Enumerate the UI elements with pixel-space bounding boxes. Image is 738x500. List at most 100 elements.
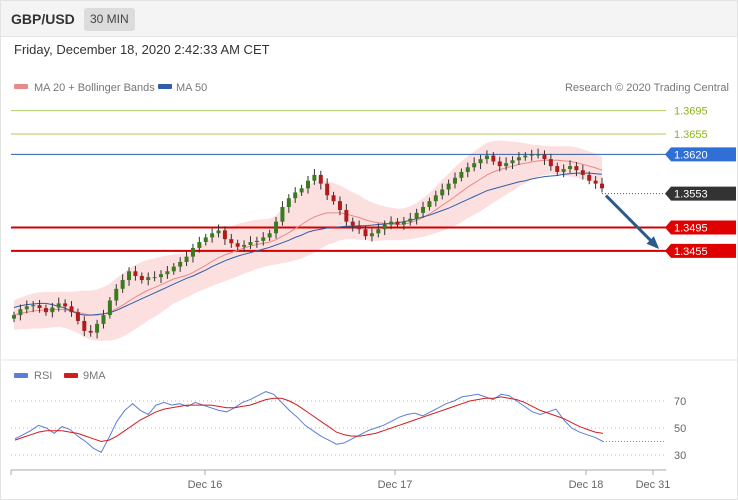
candle-body	[31, 305, 35, 306]
candle-body	[344, 210, 348, 222]
candle-body	[114, 289, 118, 301]
candle-body	[38, 305, 42, 308]
candle-body	[57, 303, 61, 307]
candle-body	[242, 245, 246, 247]
candle-body	[146, 277, 150, 280]
candle-body	[191, 248, 195, 257]
candle-body	[491, 156, 495, 162]
bollinger-band-area	[14, 140, 602, 340]
candle-body	[95, 324, 99, 333]
candle-body	[376, 229, 380, 233]
time-tick-label: Dec 31	[636, 479, 671, 491]
candle-body	[440, 189, 444, 195]
candle-body	[421, 207, 425, 213]
candle-body	[498, 161, 502, 166]
candle-body	[434, 195, 438, 201]
time-axis-ticks: Dec 16 Dec 17 Dec 18 Dec 31	[11, 470, 670, 491]
candle-body	[280, 207, 284, 222]
price-tag-label-1.3495: 1.3495	[674, 222, 708, 234]
candle-body	[121, 280, 125, 289]
candle-body	[312, 175, 316, 181]
candle-body	[542, 154, 546, 159]
candle-body	[229, 239, 233, 243]
candle-body	[536, 154, 540, 155]
candle-body	[165, 271, 169, 274]
candle-body	[364, 229, 368, 236]
candle-body	[159, 274, 163, 277]
candle-body	[549, 159, 553, 166]
candle-body	[25, 306, 29, 309]
candle-body	[338, 201, 342, 210]
price-label-1.3655: 1.3655	[674, 129, 708, 141]
price-tag-label-1.3620: 1.3620	[674, 149, 708, 161]
candle-body	[223, 230, 227, 239]
candle-body	[217, 230, 221, 233]
candle-body	[351, 222, 355, 226]
candle-body	[255, 241, 259, 242]
time-tick-label: Dec 18	[569, 479, 604, 491]
candle-body	[76, 312, 80, 321]
candle-body	[63, 303, 67, 306]
candle-body	[511, 160, 515, 163]
candle-body	[210, 233, 214, 237]
bollinger-band	[14, 140, 602, 340]
candle-body	[479, 159, 483, 163]
candle-body	[383, 225, 387, 230]
rsi-tick-label: 50	[674, 423, 686, 435]
candle-body	[472, 163, 476, 167]
rsi-tick-label: 70	[674, 396, 686, 408]
candle-body	[581, 170, 585, 175]
candle-body	[89, 331, 93, 333]
price-tag-label-1.3455: 1.3455	[674, 246, 708, 258]
candle-body	[261, 237, 265, 241]
candle-body	[50, 308, 54, 313]
candle-body	[204, 237, 208, 242]
candle-body	[453, 178, 457, 184]
rsi-series-1-line	[15, 397, 603, 442]
legend-swatch-ma50	[158, 84, 172, 89]
candle-body	[248, 242, 252, 245]
candle-body	[153, 277, 157, 278]
legend-label-rsi: RSI	[34, 370, 52, 382]
legend-label-ma50: MA 50	[176, 82, 207, 94]
candle-body	[402, 222, 406, 225]
forecast-arrow	[606, 196, 659, 249]
candle-body	[12, 315, 16, 319]
candle-body	[523, 156, 527, 158]
candle-body	[172, 267, 176, 272]
candle-body	[517, 157, 521, 160]
credit-text: Research © 2020 Trading Central	[565, 82, 729, 94]
candle-body	[555, 166, 559, 172]
candle-body	[300, 188, 304, 192]
candle-body	[415, 213, 419, 219]
candle-body	[530, 154, 534, 155]
candle-body	[178, 262, 182, 267]
legend-label-ma20: MA 20 + Bollinger Bands	[34, 82, 155, 94]
legend-swatch-ma20	[14, 84, 28, 89]
candle-body	[287, 198, 291, 207]
candle-body	[18, 309, 22, 315]
candle-body	[140, 276, 144, 280]
candle-body	[185, 257, 189, 262]
candle-body	[427, 201, 431, 207]
candle-body	[197, 242, 201, 248]
candle-body	[108, 300, 112, 315]
candle-body	[504, 163, 508, 166]
forecast-arrow-shaft	[606, 196, 657, 247]
candle-body	[268, 233, 272, 237]
time-tick-label: Dec 17	[378, 479, 413, 491]
candle-body	[594, 181, 598, 184]
candle-body	[568, 166, 572, 169]
candle-body	[133, 271, 137, 276]
candle-body	[370, 233, 374, 236]
candle-body	[44, 308, 48, 312]
candle-body	[101, 315, 105, 324]
candle-body	[447, 184, 451, 190]
candle-body	[293, 192, 297, 198]
candle-body	[274, 222, 278, 234]
candle-body	[587, 175, 591, 181]
candle-body	[574, 166, 578, 170]
price-tags: 1.3695 1.3655 1.3620 1.3553 1.3495 1.3455	[665, 106, 736, 258]
candle-body	[70, 306, 74, 312]
price-label-1.3695: 1.3695	[674, 106, 708, 118]
